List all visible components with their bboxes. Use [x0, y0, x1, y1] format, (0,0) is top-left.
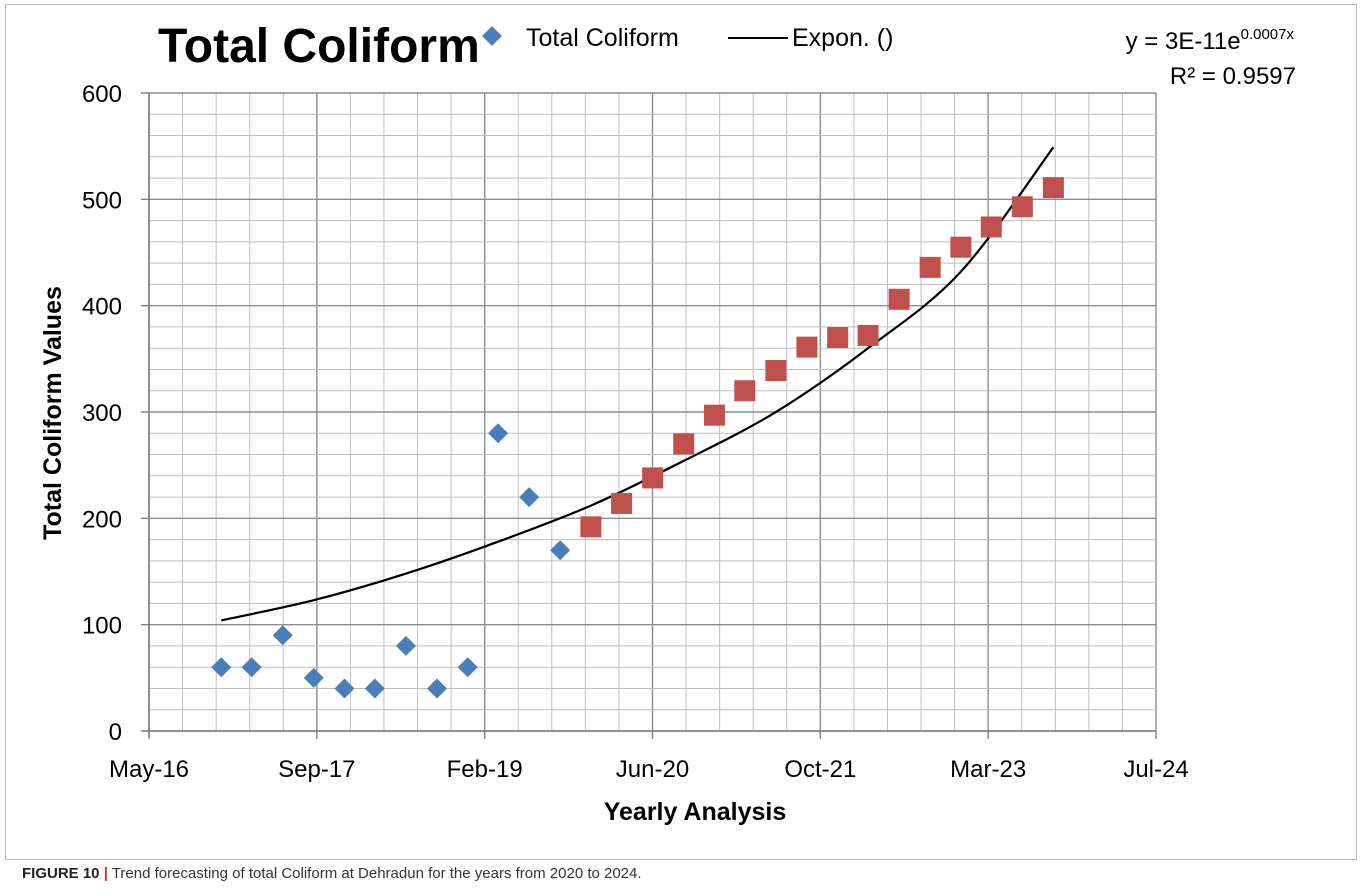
x-tick-label: Jul-24 — [1123, 756, 1188, 783]
y-axis-label: Total Coliform Values — [39, 286, 67, 540]
trendline-equation: y = 3E-11e0.0007x R² = 0.9597 — [1126, 26, 1296, 90]
x-tick-label: Mar-23 — [950, 756, 1026, 783]
points-layer — [211, 177, 1064, 699]
axes — [141, 92, 1157, 739]
data-point-diamond — [272, 625, 293, 646]
data-point-diamond — [550, 540, 571, 561]
y-tick-label: 0 — [109, 719, 122, 746]
legend-marker-diamond — [482, 26, 502, 46]
r-squared-text: R² = 0.9597 — [1170, 63, 1296, 90]
equation-text: y = 3E-11e0.0007x — [1126, 26, 1295, 55]
y-tick-label: 400 — [82, 294, 122, 321]
data-point-square — [734, 380, 756, 402]
x-tick-label: Sep-17 — [278, 756, 355, 783]
x-tick-label: Jun-20 — [616, 756, 689, 783]
figure-frame — [5, 4, 1357, 860]
chart: May-16 Sep-17 Feb-19 Jun-20 Oct-21 Mar-23 Jul-… — [39, 20, 1296, 826]
data-point-square — [673, 433, 695, 455]
data-point-diamond — [426, 678, 447, 699]
grid — [148, 92, 1157, 732]
y-tick-label: 300 — [82, 400, 122, 427]
data-point-square — [580, 516, 602, 538]
data-point-diamond — [364, 678, 385, 699]
x-tick-label: May-16 — [109, 756, 189, 783]
tick-labels: May-16 Sep-17 Feb-19 Jun-20 Oct-21 Mar-23 Jul-… — [82, 81, 1189, 783]
data-point-diamond — [241, 657, 262, 678]
data-point-square — [703, 404, 725, 426]
caption-separator: | — [103, 865, 108, 882]
trendline-curve — [220, 146, 1055, 622]
data-point-diamond — [519, 487, 540, 508]
data-point-diamond — [211, 657, 232, 678]
y-tick-label: 200 — [82, 506, 122, 533]
data-point-square — [950, 236, 972, 258]
data-point-square — [1011, 196, 1033, 218]
figure-caption: FIGURE 10 | Trend forecasting of total C… — [22, 865, 642, 882]
data-point-diamond — [457, 657, 478, 678]
equation-base: y = 3E-11e — [1126, 28, 1241, 55]
legend: Total Coliform Expon. () — [482, 24, 893, 52]
data-point-diamond — [334, 678, 355, 699]
legend-label-total-coliform: Total Coliform — [526, 24, 679, 52]
y-tick-label: 100 — [82, 613, 122, 640]
data-point-square — [1042, 177, 1064, 199]
data-point-diamond — [303, 667, 324, 688]
data-point-square — [642, 467, 664, 489]
trendline-layer — [220, 146, 1055, 622]
x-axis-label: Yearly Analysis — [604, 798, 787, 826]
chart-title: Total Coliform — [158, 20, 480, 73]
data-point-square — [796, 336, 818, 358]
legend-label-expon: Expon. () — [792, 24, 893, 52]
x-tick-label: Oct-21 — [784, 756, 856, 783]
x-tick-label: Feb-19 — [447, 756, 523, 783]
caption-text: Trend forecasting of total Coliform at D… — [111, 865, 642, 882]
data-point-square — [888, 288, 910, 310]
data-point-square — [857, 324, 879, 346]
y-tick-label: 600 — [82, 81, 122, 108]
y-tick-label: 500 — [82, 187, 122, 214]
caption-label: FIGURE 10 — [22, 865, 100, 882]
equation-exponent: 0.0007x — [1241, 26, 1295, 43]
data-point-square — [765, 360, 787, 382]
data-point-diamond — [395, 635, 416, 656]
data-point-square — [827, 327, 849, 349]
data-point-square — [980, 216, 1002, 238]
data-point-diamond — [488, 423, 509, 444]
data-point-square — [611, 492, 633, 514]
data-point-square — [919, 256, 941, 278]
